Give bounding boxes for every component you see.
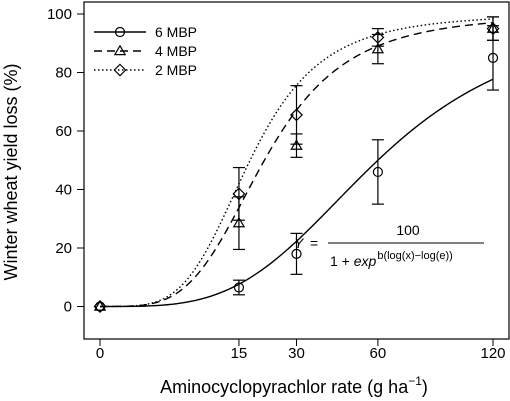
circle-marker <box>291 248 302 259</box>
diamond-marker <box>93 300 107 313</box>
triangle-marker <box>290 139 303 150</box>
equation-equals: = <box>310 235 318 251</box>
x-axis-title-close: ) <box>422 377 428 397</box>
triangle-marker <box>371 42 385 54</box>
y-tick-label: 60 <box>55 123 72 140</box>
diamond-marker <box>486 22 500 36</box>
circle-marker <box>372 166 383 178</box>
axes: 0 15 30 60 120 0 20 40 60 80 100 <box>47 6 506 362</box>
diamond-marker <box>371 30 385 44</box>
triangle-marker <box>232 216 246 228</box>
circle-marker <box>233 282 245 293</box>
error-bars <box>232 16 499 296</box>
x-axis-title-main: Aminocyclopyrachlor rate (g ha <box>160 377 409 397</box>
equation-exp: exp <box>354 253 377 269</box>
diamond-marker <box>113 63 127 77</box>
diamond-marker <box>232 187 246 201</box>
x-tick-label: 60 <box>370 345 387 362</box>
legend-label: 6 MBP <box>155 24 197 40</box>
x-axis-title-sup: −1 <box>408 374 422 388</box>
y-tick-label: 20 <box>55 240 72 257</box>
plot-frame <box>83 1 510 340</box>
diamond-marker <box>290 108 303 122</box>
plot-frame-rect <box>83 1 510 340</box>
legend-label: 2 MBP <box>155 62 197 78</box>
triangle-marker <box>93 300 107 311</box>
x-tick-label: 120 <box>480 345 505 362</box>
model-equation: Y = 100 1 + expb(log(x)−log(e)) <box>294 222 484 269</box>
legend-label: 4 MBP <box>155 43 197 59</box>
data-markers <box>93 22 500 313</box>
equation-exponent: b(log(x)−log(e)) <box>377 250 453 262</box>
x-axis-title: Aminocyclopyrachlor rate (g ha−1) <box>160 374 428 397</box>
y-tick-label: 0 <box>64 299 72 316</box>
y-tick-label: 80 <box>55 65 72 82</box>
circle-marker <box>114 26 126 38</box>
equation-denominator: 1 + expb(log(x)−log(e)) <box>330 250 453 269</box>
triangle-marker <box>486 22 500 33</box>
circle-marker <box>487 52 499 63</box>
y-axis-title: Winter wheat yield loss (%) <box>1 63 21 280</box>
y-tick-label: 100 <box>47 6 72 23</box>
legend: 6 MBP 4 MBP 2 MBP <box>94 24 197 78</box>
triangle-marker <box>113 44 127 56</box>
equation-denominator-prefix: 1 + <box>330 253 354 269</box>
y-tick-label: 40 <box>55 182 72 199</box>
x-tick-label: 15 <box>231 345 248 362</box>
equation-numerator: 100 <box>396 222 420 238</box>
x-tick-label: 30 <box>288 345 305 362</box>
x-tick-label: 0 <box>96 345 104 362</box>
equation-lhs: Y <box>294 235 305 251</box>
